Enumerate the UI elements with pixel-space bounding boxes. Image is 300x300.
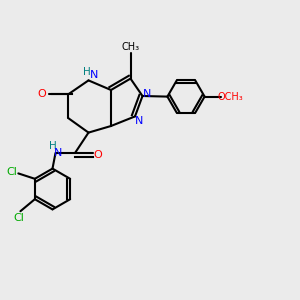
Text: N: N	[54, 148, 62, 158]
Text: OCH₃: OCH₃	[217, 92, 243, 102]
Text: O: O	[93, 150, 102, 161]
Text: N: N	[143, 89, 152, 99]
Text: N: N	[90, 70, 98, 80]
Text: CH₃: CH₃	[122, 42, 140, 52]
Text: H: H	[49, 141, 57, 152]
Text: H: H	[83, 67, 91, 77]
Text: N: N	[134, 116, 143, 126]
Text: Cl: Cl	[6, 167, 17, 177]
Text: Cl: Cl	[13, 213, 24, 223]
Text: O: O	[38, 89, 46, 99]
